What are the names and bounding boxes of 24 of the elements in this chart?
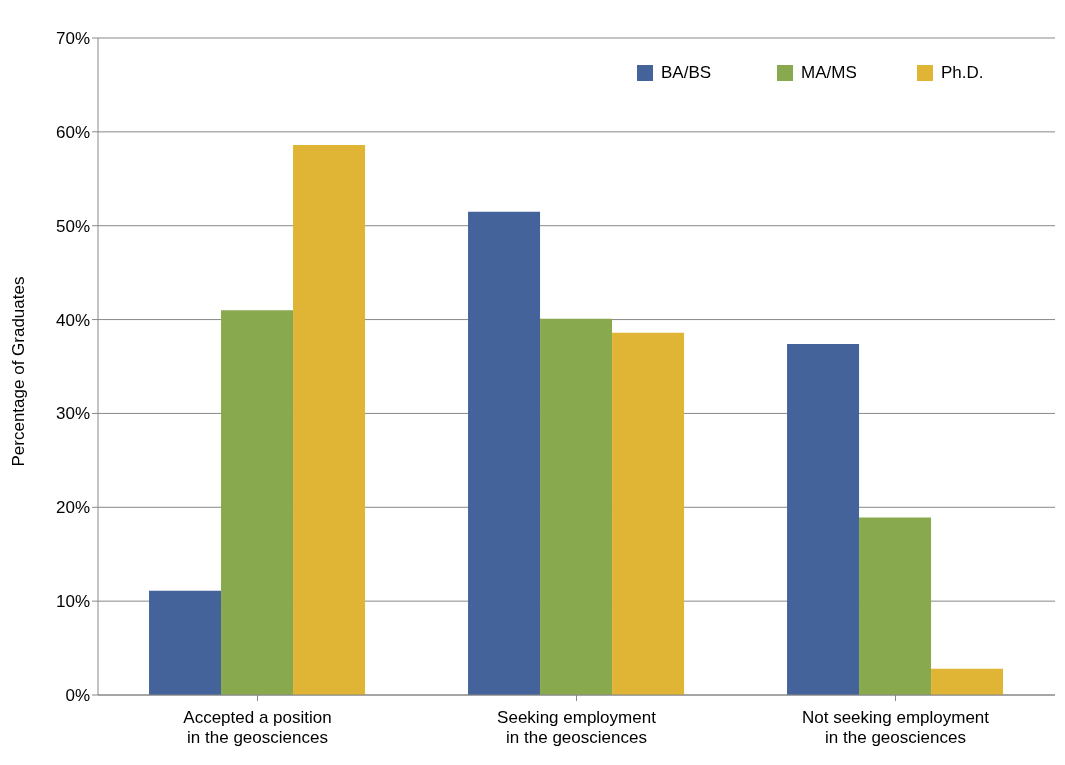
y-tick-label: 10%	[55, 592, 90, 612]
y-axis-title: Percentage of Graduates	[9, 276, 29, 467]
y-tick-label: 30%	[55, 404, 90, 424]
legend-label: MA/MS	[801, 63, 857, 83]
bar	[859, 517, 932, 695]
x-tick-label: Seeking employment in the geosciences	[497, 708, 657, 747]
bar	[931, 668, 1004, 695]
y-tick-label: 40%	[55, 310, 90, 330]
x-tick-label: Not seeking employment in the geosciences	[801, 708, 990, 747]
y-tick-label: 60%	[55, 122, 90, 142]
y-tick-label: 70%	[55, 29, 90, 49]
x-tick-label: Accepted a position in the geosciences	[183, 708, 332, 747]
bar	[468, 211, 541, 695]
bar	[612, 332, 685, 695]
y-tick-label: 50%	[55, 216, 90, 236]
y-tick-label: 0%	[65, 686, 90, 706]
y-tick-label: 20%	[55, 498, 90, 518]
bar	[293, 145, 366, 695]
bar	[149, 590, 222, 695]
bar	[787, 343, 860, 695]
legend-label: Ph.D.	[941, 63, 984, 83]
legend-label: BA/BS	[661, 63, 712, 83]
bar	[221, 310, 294, 695]
bar	[540, 318, 613, 695]
